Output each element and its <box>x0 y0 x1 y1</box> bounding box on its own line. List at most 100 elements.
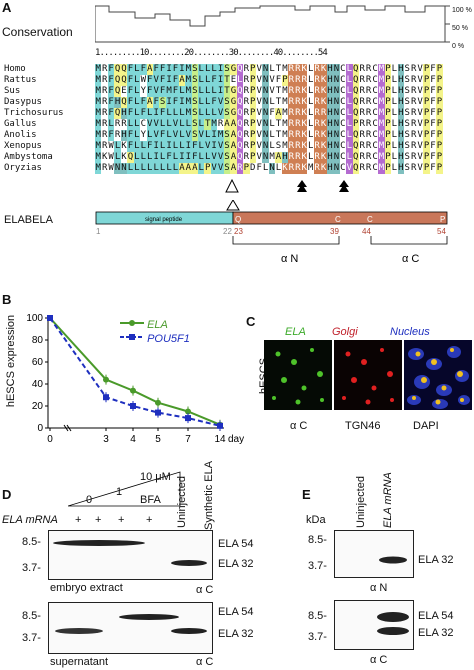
e-mw-bottom-85: 8.5- <box>308 610 327 622</box>
legend-pou5f1-swatch <box>120 334 144 340</box>
chart-ylabel: hESCS expression <box>5 314 17 408</box>
bfa-gradient <box>68 471 181 507</box>
sequence-text: MRLRRLLCVVLLVLLSLTMRAAQRPVNLTMRRKLRKHNCL… <box>95 119 443 130</box>
e-blot-top-bands <box>379 556 407 564</box>
e-ela-mrna: ELA mRNA <box>382 472 394 528</box>
legend-ela: ELA <box>120 318 168 331</box>
panel-e-label: E <box>302 487 311 502</box>
panel-d-label: D <box>2 487 12 502</box>
x-tick-label: 5 <box>155 434 161 445</box>
d-caption-top: embryo extract <box>50 582 123 594</box>
panel-c-label: C <box>246 314 256 329</box>
x-tick-label: 4 <box>130 434 136 445</box>
conservation-plot <box>95 5 450 43</box>
d-mw-top-37: 3.7- <box>22 562 41 574</box>
data-point <box>47 315 53 321</box>
species-label: Trichosurus <box>4 108 64 118</box>
alignment-markers <box>225 178 349 193</box>
d-band-top-54: ELA 54 <box>218 538 254 550</box>
d-plus-1: + <box>75 514 82 526</box>
species-label: Gallus <box>4 119 37 129</box>
species-label: Oryzias <box>4 163 42 173</box>
merge-signal <box>412 348 464 405</box>
bfa-text: BFA <box>140 494 161 506</box>
data-point <box>130 403 136 409</box>
e-blot-bottom <box>334 600 414 650</box>
d-plus-3: + <box>118 514 125 526</box>
species-label: Anolis <box>4 130 37 140</box>
sequence-alignment: Homo MRFQQFLFAFFIFIMSLLLISGQRPVNLTMRRKLRK… <box>0 64 474 179</box>
domain-letter-c1: C <box>335 215 341 224</box>
bfa-1: 1 <box>116 486 123 498</box>
alpha-c-label: α C <box>402 253 419 265</box>
d-synthetic: Synthetic ELA <box>203 460 215 530</box>
y-tick-label: 60 <box>32 357 44 368</box>
data-point <box>103 394 109 401</box>
ela-signal <box>272 348 324 405</box>
d-caption-bottom: supernatant <box>50 656 109 668</box>
sequence-text: MRFHQFLFAFSIFIMSLLFVSGQRPVNLTMRRKLRKHNCL… <box>95 97 443 108</box>
d-ab-bottom: α C <box>196 656 214 668</box>
pos-23: 23 <box>234 227 243 236</box>
species-label: Dasypus <box>4 97 42 107</box>
sequence-text: MRWNNLLLLLLLLAAALPVVSARPDFLNLKRRKMRKHNCV… <box>95 163 443 174</box>
y-tick-label: 0 <box>37 423 43 434</box>
sequence-text: MRFQHFLFLIFLLLMSLLLVSGQRPVNFAMRRKLRRHNCL… <box>95 108 443 119</box>
species-label: Sus <box>4 86 21 96</box>
d-ab-top: α C <box>196 584 214 596</box>
elabela-label: ELABELA <box>4 214 53 226</box>
sequence-text: MKWLKQLLLILFLIIFLLVVSAQRPVNMAHRRKLRKHNCL… <box>95 152 443 163</box>
e-kda: kDa <box>306 514 326 526</box>
y-tick-label: 100 <box>26 313 43 324</box>
domain-letter-q: Q <box>235 215 241 224</box>
species-label: Ambystoma <box>4 152 53 162</box>
c-title-nucleus: Nucleus <box>390 326 430 338</box>
alpha-n-label: α N <box>281 253 298 265</box>
e-ab-bottom: α C <box>370 654 388 666</box>
species-label: Xenopus <box>4 141 42 151</box>
d-blot-top-bands <box>53 540 207 566</box>
axis-break <box>63 424 69 432</box>
microscopy-images <box>264 340 472 410</box>
species-label: Rattus <box>4 75 37 85</box>
d-blot-top <box>48 530 213 580</box>
series-line-pou5f1 <box>49 317 221 427</box>
x-tick-label: 3 <box>103 434 109 445</box>
sequence-text: MRFQQFLWFVFIFAMSLLFITELRPVNVFPRRRLRKHNCL… <box>95 75 443 86</box>
d-plus-4: + <box>146 514 153 526</box>
sequence-text: MRWLKFLLFILILLIFLVIVSAQRPVNLSMRRKLRKHNCL… <box>95 141 443 152</box>
golgi-signal <box>342 348 394 405</box>
e-blot-bottom-bands <box>377 612 409 635</box>
domain-letter-p: P <box>440 215 445 224</box>
e-band-top: ELA 32 <box>418 554 454 566</box>
x-tick-label: 7 <box>185 434 191 445</box>
bfa-0: 0 <box>86 494 93 506</box>
conservation-scale: 100 % 50 % 0 % <box>452 7 472 50</box>
c-title-golgi: Golgi <box>332 326 358 338</box>
d-plus-2: + <box>95 514 102 526</box>
e-mw-bottom-37: 3.7- <box>308 631 327 643</box>
panel-a-label: A <box>2 0 12 15</box>
e-band-bottom-32: ELA 32 <box>418 627 454 639</box>
series-line-ela <box>49 317 221 426</box>
data-point <box>185 415 191 422</box>
pos-44: 44 <box>362 227 371 236</box>
d-band-top-32: ELA 32 <box>218 558 254 570</box>
d-mw-top-85: 8.5- <box>22 536 41 548</box>
signal-peptide-label: signal peptide <box>145 217 183 223</box>
legend-pou5f1: POU5F1 <box>120 332 190 345</box>
sequence-ruler: 1.........10........20........30........… <box>95 48 328 58</box>
sequence-text: MRFRHFLYLVFLVLVSVLIMSAQRPVNLTMRRKLRKHNCL… <box>95 130 443 141</box>
x-tick-label: 14 <box>214 434 226 445</box>
data-point <box>155 399 161 406</box>
sequence-text: MRFQEFLYFVFMFLMSLLLITGQRPVNVTMRRKLRKHNCL… <box>95 86 443 97</box>
d-uninjected: Uninjected <box>176 476 188 528</box>
pos-39: 39 <box>330 227 339 236</box>
y-tick-label: 80 <box>32 335 44 346</box>
d-mw-bottom-37: 3.7- <box>22 632 41 644</box>
c-bottom-ac: α C <box>290 420 308 432</box>
sequence-text: MRFQQFLFAFFIFIMSLLLISGQRPVNLTMRRKLRKHNCL… <box>95 64 443 75</box>
domain-letter-c2: C <box>367 215 373 224</box>
e-blot-top <box>334 530 414 578</box>
elabela-schematic: signal peptide Q C C P 1 22 23 39 44 54 … <box>95 200 448 265</box>
